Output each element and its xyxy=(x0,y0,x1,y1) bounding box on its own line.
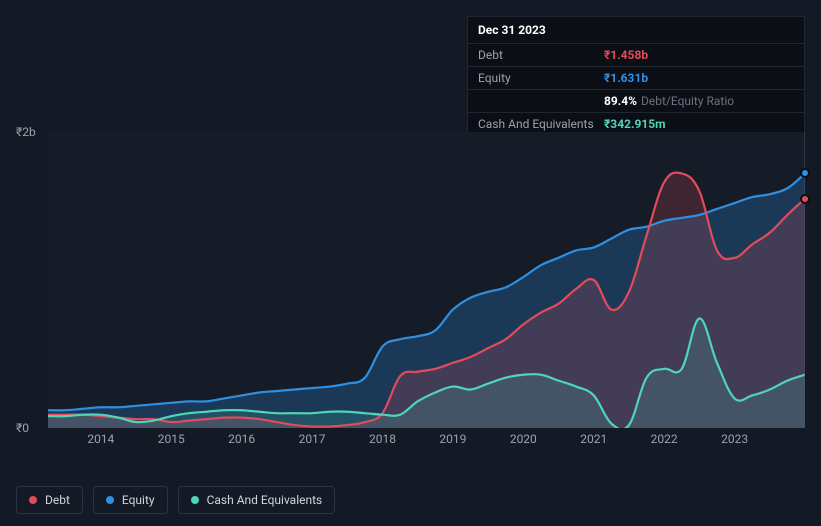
chart-plot[interactable] xyxy=(48,132,805,428)
tooltip-row-value: ₹1.631b xyxy=(604,71,648,85)
legend-dot-icon xyxy=(106,496,114,504)
x-tick-label: 2022 xyxy=(651,432,678,446)
tooltip-row-value: 89.4%Debt/Equity Ratio xyxy=(604,94,734,108)
equity-end-dot xyxy=(800,168,810,178)
y-tick-label: ₹2b xyxy=(16,125,36,139)
x-tick-label: 2016 xyxy=(228,432,255,446)
y-tick-label: ₹0 xyxy=(16,421,29,435)
x-tick-label: 2014 xyxy=(87,432,114,446)
tooltip-title: Dec 31 2023 xyxy=(468,17,804,44)
tooltip-row-label xyxy=(478,94,604,108)
tooltip-row-value: ₹1.458b xyxy=(604,48,648,62)
tooltip-row-label: Debt xyxy=(478,48,604,62)
x-tick-label: 2021 xyxy=(580,432,607,446)
tooltip-row-label: Equity xyxy=(478,71,604,85)
x-axis: 2014 2015 2016 2017 2018 2019 2020 2021 2022 2023 xyxy=(48,432,805,452)
x-tick-label: 2017 xyxy=(299,432,326,446)
legend-item-label: Cash And Equivalents xyxy=(207,493,323,507)
legend-item-label: Debt xyxy=(45,493,70,507)
legend-item-equity[interactable]: Equity xyxy=(93,486,168,514)
chart-tooltip: Dec 31 2023 Debt₹1.458bEquity₹1.631b89.4… xyxy=(467,16,805,136)
x-tick-label: 2019 xyxy=(439,432,466,446)
tooltip-row-sublabel: Debt/Equity Ratio xyxy=(641,94,734,108)
legend-item-cash-and-equivalents[interactable]: Cash And Equivalents xyxy=(178,486,336,514)
legend-item-label: Equity xyxy=(122,493,155,507)
x-tick-label: 2023 xyxy=(721,432,748,446)
legend-item-debt[interactable]: Debt xyxy=(16,486,83,514)
tooltip-row: Equity₹1.631b xyxy=(468,67,804,90)
chart-legend: Debt Equity Cash And Equivalents xyxy=(16,486,335,514)
debt-end-dot xyxy=(800,194,810,204)
tooltip-row: 89.4%Debt/Equity Ratio xyxy=(468,90,804,113)
x-tick-label: 2020 xyxy=(510,432,537,446)
tooltip-row: Debt₹1.458b xyxy=(468,44,804,67)
x-tick-label: 2018 xyxy=(369,432,396,446)
legend-dot-icon xyxy=(29,496,37,504)
chart-area: ₹0₹2b 2014201520162017201820192020202120… xyxy=(16,120,805,460)
legend-dot-icon xyxy=(191,496,199,504)
x-tick-label: 2015 xyxy=(158,432,185,446)
